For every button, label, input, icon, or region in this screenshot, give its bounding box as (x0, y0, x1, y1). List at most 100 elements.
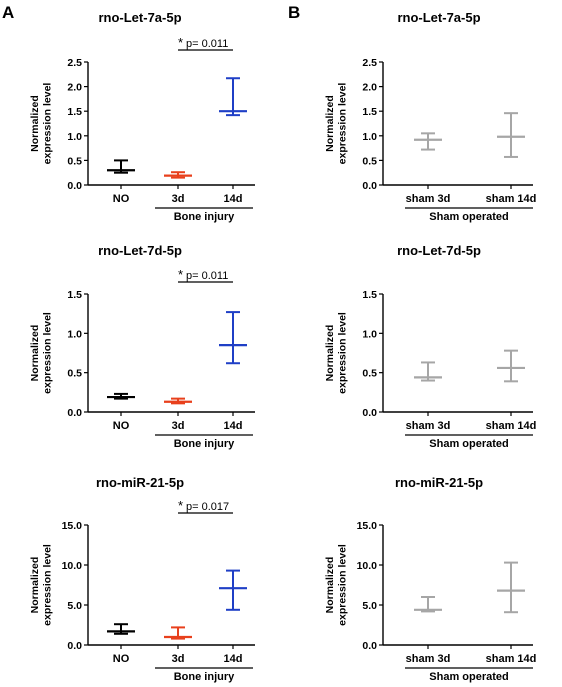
y-tick-label: 5.0 (362, 600, 377, 612)
y-tick-label: 1.5 (362, 289, 377, 301)
chart-title: rno-Let-7d-5p (98, 243, 182, 258)
x-category-label: 14d (224, 420, 243, 432)
y-tick-label: 0.0 (67, 640, 82, 652)
y-tick-label: 1.5 (67, 106, 82, 118)
data-marker-sham-3d (414, 596, 442, 613)
group-label: Bone injury (174, 438, 235, 450)
group-label: Sham operated (429, 671, 508, 683)
y-tick-label: 0.0 (362, 180, 377, 192)
chart-title: rno-Let-7a-5p (98, 10, 181, 25)
significance-star: * (178, 267, 183, 282)
x-category-label: sham 14d (486, 193, 537, 205)
group-label: Bone injury (174, 211, 235, 223)
data-marker-14d (219, 311, 247, 365)
y-tick-label: 1.0 (362, 131, 377, 143)
y-tick-label: 1.0 (362, 328, 377, 340)
y-tick-label: 0.0 (67, 407, 82, 419)
group-label: Sham operated (429, 438, 508, 450)
x-category-label: NO (113, 420, 130, 432)
y-axis-label-line: Normalized (324, 325, 336, 382)
y-axis-label-line: Normalized (29, 325, 41, 382)
x-category-label: NO (113, 193, 130, 205)
x-category-label: sham 14d (486, 653, 537, 665)
data-marker-14d (219, 569, 247, 611)
y-tick-label: 0.5 (67, 155, 82, 167)
x-category-label: 3d (172, 420, 185, 432)
y-tick-label: 15.0 (62, 520, 83, 532)
x-category-label: sham 3d (406, 193, 451, 205)
significance-pvalue: p= 0.011 (186, 38, 228, 50)
y-tick-label: 10.0 (357, 560, 378, 572)
chart-title: rno-Let-7a-5p (397, 10, 480, 25)
y-axis-label: Normalizedexpression level (29, 544, 54, 626)
y-axis-label-line: Normalized (29, 95, 41, 152)
x-category-label: 3d (172, 653, 185, 665)
panel-letter-a: A (2, 3, 14, 22)
y-tick-label: 1.0 (67, 328, 82, 340)
panel-letter-b: B (288, 3, 300, 22)
y-axis-label: Normalizedexpression level (29, 312, 54, 394)
chart-2: rno-Let-7a-5p Normalizedexpression level 0… (324, 10, 536, 223)
data-marker-3d (164, 397, 192, 405)
chart-6: rno-miR-21-5p Normalizedexpression level 0… (324, 475, 536, 683)
y-axis-label-line: expression level (337, 83, 349, 165)
y-tick-label: 1.5 (67, 289, 82, 301)
y-tick-label: 2.0 (67, 82, 82, 94)
y-tick-label: 1.0 (67, 131, 82, 143)
x-category-label: 14d (224, 653, 243, 665)
y-axis-label-line: expression level (337, 312, 349, 394)
y-axis-label-line: Normalized (324, 95, 336, 152)
y-tick-label: 2.0 (362, 82, 377, 94)
y-tick-label: 5.0 (67, 600, 82, 612)
y-tick-label: 0.0 (362, 640, 377, 652)
x-category-label: 14d (224, 193, 243, 205)
significance-star: * (178, 35, 183, 50)
y-axis-label-line: expression level (42, 312, 54, 394)
y-axis-label-line: expression level (42, 544, 54, 626)
y-axis-label-line: Normalized (324, 557, 336, 614)
y-tick-label: 10.0 (62, 560, 83, 572)
y-axis-label-line: Normalized (29, 557, 41, 614)
significance-pvalue: p= 0.017 (186, 501, 229, 513)
y-tick-label: 2.5 (362, 57, 377, 69)
chart-title: rno-miR-21-5p (96, 475, 184, 490)
y-tick-label: 0.5 (362, 368, 377, 380)
y-tick-label: 2.5 (67, 57, 82, 69)
y-axis-label: Normalizedexpression level (324, 312, 349, 394)
group-label: Sham operated (429, 211, 508, 223)
data-marker-NO (107, 392, 135, 400)
y-axis-label: Normalizedexpression level (324, 83, 349, 165)
y-axis-label: Normalizedexpression level (324, 544, 349, 626)
y-axis-label-line: expression level (42, 83, 54, 165)
significance-star: * (178, 498, 183, 513)
data-marker-sham-14d (497, 561, 525, 614)
y-tick-label: 0.5 (362, 155, 377, 167)
significance-pvalue: p= 0.011 (186, 270, 228, 282)
chart-5: rno-miR-21-5p Normalizedexpression level 0… (29, 475, 255, 683)
chart-title: rno-miR-21-5p (395, 475, 483, 490)
data-marker-sham-14d (497, 112, 525, 158)
group-label: Bone injury (174, 671, 235, 683)
data-marker-sham-3d (414, 361, 442, 382)
y-tick-label: 0.0 (67, 180, 82, 192)
y-axis-label-line: expression level (337, 544, 349, 626)
data-marker-14d (219, 77, 247, 117)
chart-3: rno-Let-7d-5p Normalizedexpression level 0… (29, 243, 255, 450)
y-axis-label: Normalizedexpression level (29, 83, 54, 165)
x-category-label: sham 3d (406, 653, 451, 665)
data-marker-sham-14d (497, 349, 525, 383)
chart-1: rno-Let-7a-5p Normalizedexpression level 0… (29, 10, 255, 223)
chart-title: rno-Let-7d-5p (397, 243, 481, 258)
x-category-label: 3d (172, 193, 185, 205)
data-marker-sham-3d (414, 132, 442, 151)
x-category-label: sham 3d (406, 420, 451, 432)
data-marker-NO (107, 159, 135, 174)
data-marker-3d (164, 171, 192, 179)
y-tick-label: 15.0 (357, 520, 378, 532)
x-category-label: NO (113, 653, 130, 665)
y-tick-label: 0.5 (67, 368, 82, 380)
y-tick-label: 1.5 (362, 106, 377, 118)
data-marker-3d (164, 626, 192, 640)
